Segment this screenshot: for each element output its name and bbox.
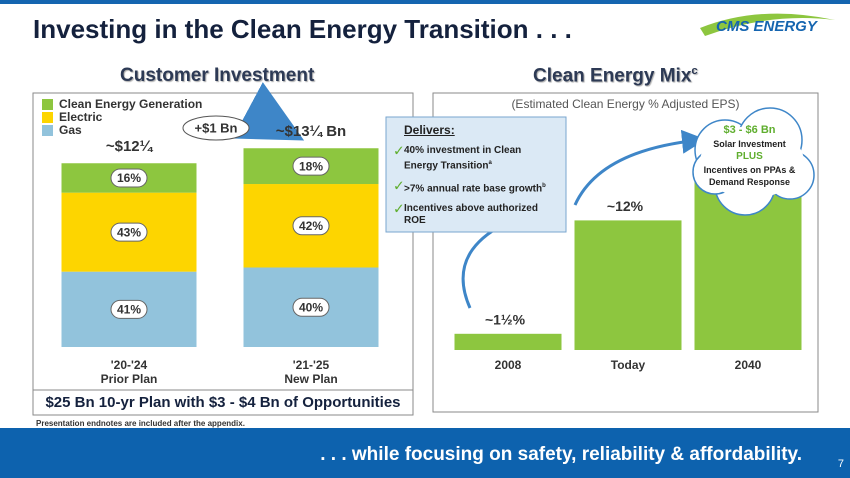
check-mark: ✓ — [393, 178, 405, 194]
slide-title: Investing in the Clean Energy Transition… — [33, 14, 572, 44]
legend-label: Gas — [59, 123, 82, 137]
check-mark: ✓ — [393, 143, 405, 159]
chart-subtitle: (Estimated Clean Energy % Adjusted EPS) — [511, 97, 740, 111]
callout-text: >7% annual rate base growth — [404, 183, 543, 195]
total-label: ~$13¼ Bn — [276, 123, 346, 140]
value-label: 16% — [117, 171, 141, 185]
legend-label: Clean Energy Generation — [59, 97, 202, 111]
curve-arrow — [573, 129, 706, 206]
right-panel — [432, 92, 819, 413]
label-pill — [110, 168, 148, 188]
legend-swatch — [42, 99, 53, 110]
label-pill — [292, 156, 330, 176]
value-label: ~1½% — [485, 312, 526, 328]
callout-item: >7% annual rate base growthb — [404, 180, 554, 195]
plan-text: $25 Bn 10-yr Plan with $3 - $4 Bn of Opp… — [45, 394, 401, 411]
annotation-bubble — [182, 115, 250, 141]
legend-label: Electric — [59, 110, 103, 124]
callout-box — [385, 116, 567, 233]
label-pill — [110, 299, 148, 319]
legend-swatch — [42, 112, 53, 123]
plan-box — [32, 389, 414, 416]
bar — [574, 220, 682, 350]
x-tick-label: '21-'25 New Plan — [284, 358, 338, 386]
callout-item: 40% investment in Clean Energy Transitio… — [404, 145, 554, 172]
superscript: a — [488, 160, 492, 166]
logo-swoosh — [700, 13, 835, 37]
page-number: 7 — [837, 458, 844, 470]
logo: CMS ENERGY — [716, 18, 817, 35]
callout-title: Delivers: — [404, 123, 455, 137]
value-label: 41% — [117, 303, 141, 317]
value-label: 43% — [117, 225, 141, 239]
callout-text: Incentives above authorized ROE — [404, 203, 538, 226]
check-mark: ✓ — [393, 201, 405, 217]
chart-title: Clean Energy Mixc — [533, 65, 698, 87]
cloud-text: $3 - $6 Bn — [723, 124, 776, 136]
bar — [454, 333, 562, 350]
cloud-text: PLUS — [736, 151, 763, 162]
value-label: ~12% — [607, 198, 644, 214]
label-pill — [292, 216, 330, 236]
label-pill — [292, 297, 330, 317]
note: Presentation endnotes are included after… — [36, 419, 245, 428]
total-label: ~$12¼ — [106, 138, 154, 155]
value-label: 18% — [299, 159, 323, 173]
x-tick-label: Today — [611, 358, 646, 372]
top-rule — [0, 0, 850, 4]
label-pill — [110, 222, 148, 242]
footer-text: . . . while focusing on safety, reliabil… — [320, 444, 802, 465]
value-label: 42% — [299, 219, 323, 233]
superscript: c — [691, 65, 698, 77]
callout-item: Incentives above authorized ROE — [404, 203, 554, 227]
chart-title: Customer Investment — [120, 65, 315, 86]
cloud-text: Solar Investment — [713, 139, 786, 149]
footer-band — [0, 428, 850, 478]
cloud-text: Incentives on PPAs & Demand Response — [703, 165, 796, 187]
legend-swatch — [42, 125, 53, 136]
superscript: b — [542, 183, 546, 189]
x-tick-label: 2040 — [735, 358, 762, 372]
annotation: +$1 Bn — [195, 120, 238, 135]
x-tick-label: 2008 — [495, 358, 522, 372]
callout-text: 40% investment in Clean Energy Transitio… — [404, 145, 522, 172]
cloud-fill — [700, 126, 804, 198]
x-tick-label: '20-'24 Prior Plan — [100, 358, 158, 386]
value-label: 40% — [299, 300, 323, 314]
